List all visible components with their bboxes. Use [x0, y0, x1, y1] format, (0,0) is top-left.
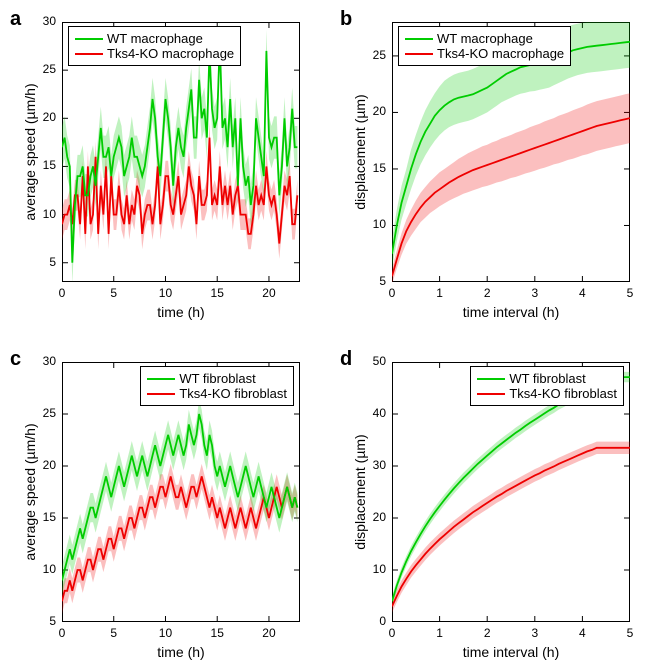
- legend-item: WT fibroblast: [147, 371, 287, 386]
- figure-root: 0510152051015202530time (h)average speed…: [0, 0, 658, 660]
- legend-swatch: [147, 378, 175, 380]
- xtick-label: 2: [477, 286, 497, 300]
- legend: WT macrophageTks4-KO macrophage: [68, 26, 241, 66]
- xtick-label: 10: [155, 626, 175, 640]
- legend: WT fibroblastTks4-KO fibroblast: [140, 366, 294, 406]
- xtick-label: 20: [259, 626, 279, 640]
- xtick-label: 0: [52, 286, 72, 300]
- legend-text: Tks4-KO fibroblast: [509, 386, 617, 401]
- panel-label: d: [340, 348, 352, 371]
- xtick-label: 4: [572, 626, 592, 640]
- legend-item: WT macrophage: [75, 31, 234, 46]
- xtick-label: 3: [525, 286, 545, 300]
- xtick-label: 1: [430, 626, 450, 640]
- panel-d: 01234501020304050time interval (h)displa…: [392, 362, 630, 622]
- legend-swatch: [477, 378, 505, 380]
- legend-text: WT fibroblast: [179, 371, 255, 386]
- panel-label: c: [10, 348, 21, 371]
- legend-item: Tks4-KO macrophage: [75, 46, 234, 61]
- ylabel: average speed (µm/h): [22, 362, 38, 622]
- xtick-label: 5: [104, 626, 124, 640]
- panel-label: b: [340, 8, 352, 31]
- ylabel: displacement (µm): [352, 362, 368, 622]
- legend-text: Tks4-KO macrophage: [437, 46, 564, 61]
- xlabel: time (h): [62, 304, 300, 320]
- legend-text: WT macrophage: [437, 31, 533, 46]
- xlabel: time interval (h): [392, 644, 630, 660]
- xtick-label: 5: [104, 286, 124, 300]
- xtick-label: 3: [525, 626, 545, 640]
- xlabel: time (h): [62, 644, 300, 660]
- panel-label: a: [10, 8, 21, 31]
- xtick-label: 0: [382, 286, 402, 300]
- legend-item: WT fibroblast: [477, 371, 617, 386]
- legend-swatch: [75, 53, 103, 55]
- xtick-label: 20: [259, 286, 279, 300]
- xtick-label: 0: [52, 626, 72, 640]
- xtick-label: 0: [382, 626, 402, 640]
- xtick-label: 15: [207, 286, 227, 300]
- xtick-label: 10: [155, 286, 175, 300]
- panel-a: 0510152051015202530time (h)average speed…: [62, 22, 300, 282]
- legend-item: Tks4-KO fibroblast: [147, 386, 287, 401]
- panel-b: 012345510152025time interval (h)displace…: [392, 22, 630, 282]
- legend-item: Tks4-KO fibroblast: [477, 386, 617, 401]
- legend: WT macrophageTks4-KO macrophage: [398, 26, 571, 66]
- legend-text: WT macrophage: [107, 31, 203, 46]
- legend-swatch: [405, 38, 433, 40]
- legend-swatch: [147, 393, 175, 395]
- legend-swatch: [405, 53, 433, 55]
- xtick-label: 1: [430, 286, 450, 300]
- panel-c: 0510152051015202530time (h)average speed…: [62, 362, 300, 622]
- legend: WT fibroblastTks4-KO fibroblast: [470, 366, 624, 406]
- xtick-label: 5: [620, 286, 640, 300]
- legend-text: Tks4-KO macrophage: [107, 46, 234, 61]
- xtick-label: 2: [477, 626, 497, 640]
- legend-item: WT macrophage: [405, 31, 564, 46]
- xtick-label: 4: [572, 286, 592, 300]
- xtick-label: 5: [620, 626, 640, 640]
- legend-swatch: [75, 38, 103, 40]
- legend-text: WT fibroblast: [509, 371, 585, 386]
- ylabel: average speed (µm/h): [22, 22, 38, 282]
- xlabel: time interval (h): [392, 304, 630, 320]
- legend-item: Tks4-KO macrophage: [405, 46, 564, 61]
- legend-text: Tks4-KO fibroblast: [179, 386, 287, 401]
- legend-swatch: [477, 393, 505, 395]
- xtick-label: 15: [207, 626, 227, 640]
- ylabel: displacement (µm): [352, 22, 368, 282]
